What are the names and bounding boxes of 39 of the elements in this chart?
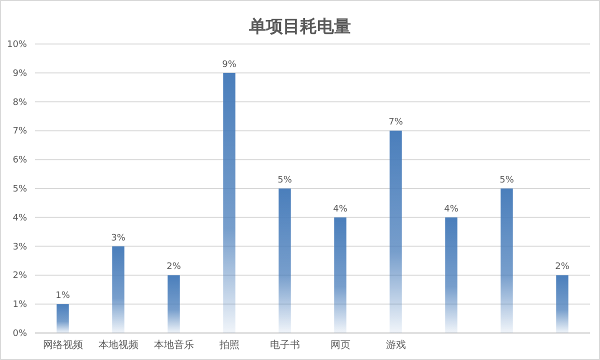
bar [56, 304, 69, 333]
data-label: 9% [222, 60, 237, 70]
y-tick-label: 8% [12, 98, 28, 108]
x-tick-label: 游戏 [386, 339, 406, 351]
x-tick-label: 本地视频 [98, 339, 138, 351]
y-tick-label: 4% [12, 213, 28, 224]
y-tick-label: 1% [12, 300, 28, 310]
data-label: 4% [333, 204, 348, 214]
x-tick-label: 网页 [330, 340, 350, 351]
bar [556, 275, 568, 333]
y-tick-label: 2% [12, 271, 28, 282]
y-tick-label: 3% [12, 242, 28, 252]
chart-title: 单项目耗电量 [248, 17, 351, 37]
y-tick-label: 6% [12, 156, 28, 166]
bar [112, 246, 124, 333]
y-tick-label: 10% [6, 40, 28, 50]
x-tick-label: 电子书 [270, 339, 300, 351]
data-label: 5% [500, 176, 514, 186]
data-label: 4% [444, 204, 459, 214]
data-label: 2% [166, 262, 182, 272]
data-label: 1% [56, 291, 70, 302]
y-tick-label: 7% [12, 126, 28, 137]
y-tick-label: 9% [12, 68, 28, 79]
bar [445, 217, 458, 333]
data-label: 7% [388, 118, 404, 128]
data-label: 2% [555, 262, 570, 272]
bar [168, 275, 180, 333]
bar [390, 130, 402, 333]
x-tick-label: 网络视频 [42, 339, 83, 351]
data-label: 5% [278, 176, 292, 186]
y-tick-label: 0% [12, 329, 28, 339]
y-tick-label: 5% [12, 184, 28, 194]
bar [334, 217, 346, 333]
data-label: 3% [111, 233, 126, 244]
bar [278, 188, 291, 333]
bar [500, 188, 513, 333]
x-tick-label: 本地音乐 [154, 339, 194, 351]
bar [223, 72, 236, 333]
x-tick-label: 拍照 [218, 339, 240, 351]
